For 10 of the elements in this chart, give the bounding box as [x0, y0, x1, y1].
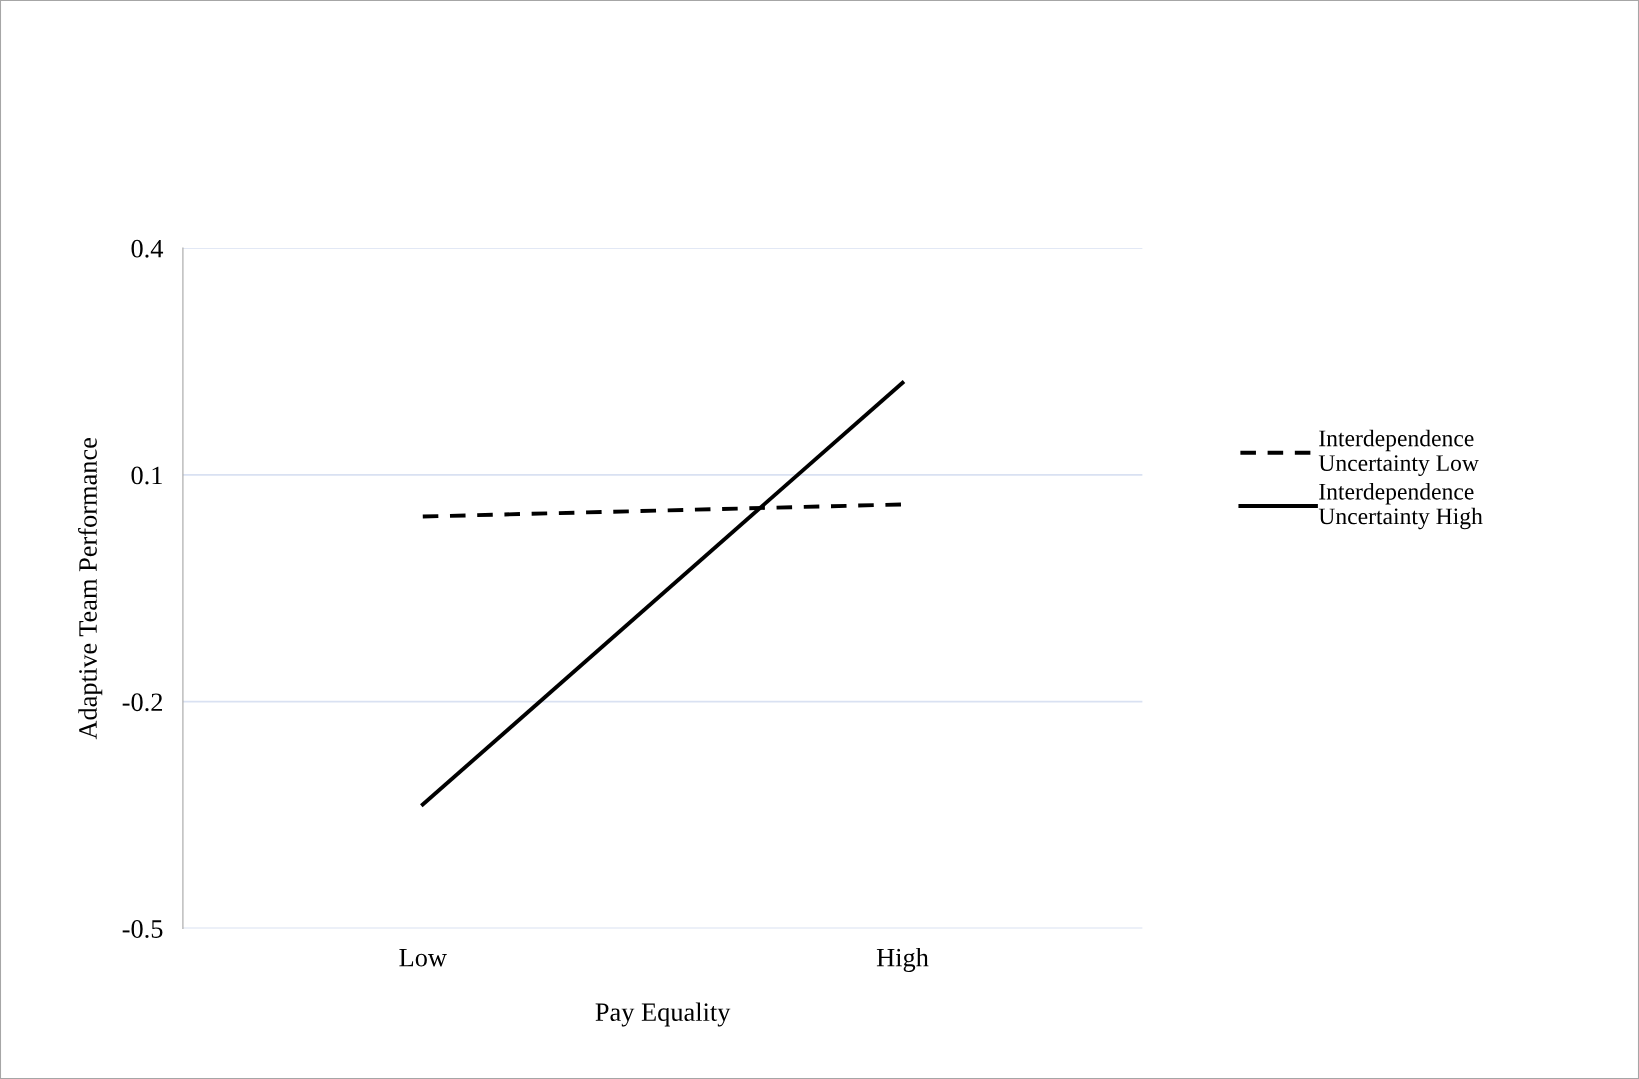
- x-tick-label: Low: [399, 948, 447, 967]
- y-tick-label: 0.1: [131, 466, 162, 485]
- y-axis-title: Adaptive Team Performance: [78, 438, 103, 740]
- x-tick-label: High: [876, 947, 929, 972]
- legend-label: Interdependence Uncertainty Low: [1318, 429, 1479, 476]
- x-axis-title: Pay Equality: [595, 1002, 731, 1027]
- y-tick-label: -0.5: [122, 920, 163, 939]
- y-tick-label: 0.4: [131, 239, 164, 258]
- y-tick-label: -0.2: [122, 693, 163, 712]
- legend-label: Interdependence Uncertainty High: [1318, 483, 1483, 530]
